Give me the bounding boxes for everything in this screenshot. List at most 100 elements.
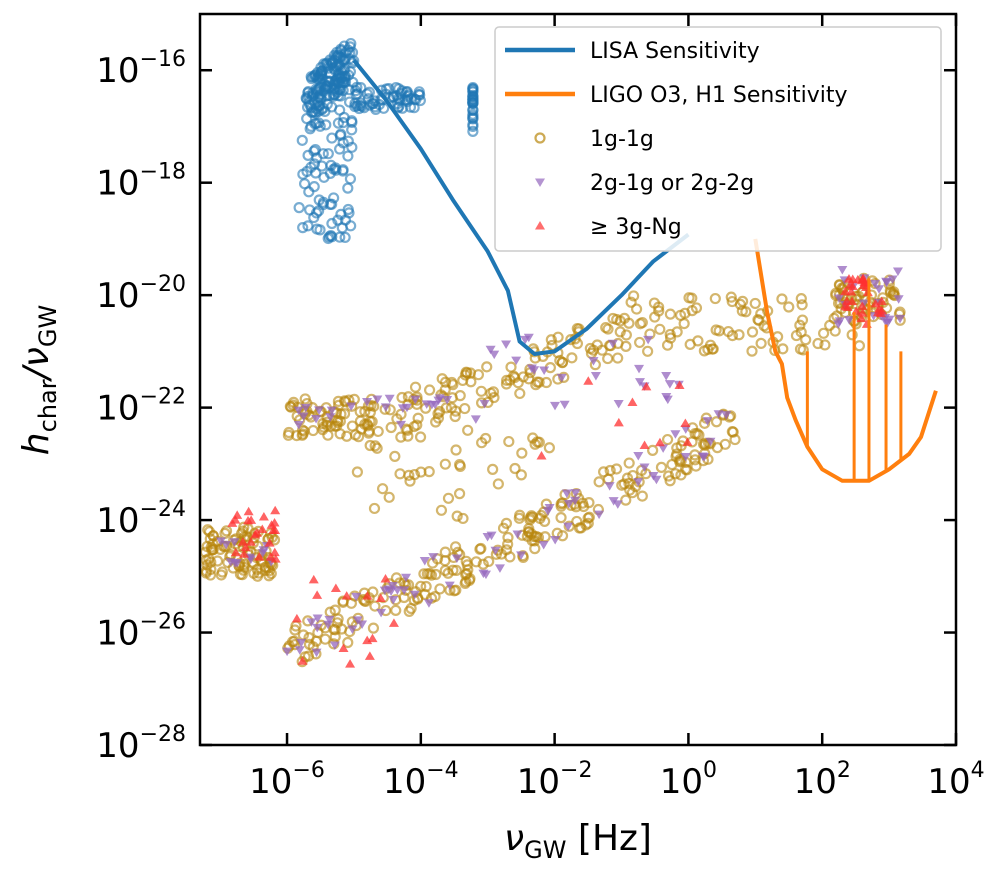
scatter-point	[482, 533, 493, 542]
scatter-point	[566, 352, 578, 364]
legend: LISA Sensitivity LIGO O3, H1 Sensitivity 1…	[494, 26, 942, 252]
scatter-point	[204, 533, 216, 545]
scatter-point	[346, 402, 357, 412]
scatter-point	[401, 403, 412, 413]
legend-marker-swatch	[535, 221, 545, 230]
scatter-point	[221, 540, 232, 550]
scatter-point	[351, 592, 362, 602]
scatter-point	[524, 514, 536, 526]
scatter-point	[408, 468, 421, 481]
scatter-point	[514, 509, 526, 521]
scatter-point	[494, 564, 505, 573]
scatter-point	[680, 452, 691, 462]
scatter-point	[776, 293, 788, 305]
scatter-point	[505, 361, 517, 373]
y-axis-label: hchar/νGW	[16, 305, 62, 455]
sensitivity-line-0	[352, 59, 690, 356]
scatter-point	[604, 464, 616, 477]
scatter-point	[293, 202, 305, 214]
scatter-point	[323, 620, 334, 630]
scatter-point	[339, 231, 351, 244]
scatter-point	[453, 488, 466, 500]
scatter-point	[287, 399, 299, 411]
scatter-point	[392, 586, 403, 595]
scatter-point	[346, 115, 358, 127]
scatter-point	[477, 558, 489, 570]
scatter-point	[514, 387, 526, 400]
scatter-point	[711, 442, 724, 454]
scatter-point	[385, 421, 397, 434]
scatter-point	[302, 650, 315, 662]
scatter-point	[269, 547, 280, 557]
scatter-point	[313, 71, 325, 83]
scatter-point	[487, 463, 499, 475]
scatter-point	[424, 568, 436, 580]
scatter-point	[630, 303, 643, 315]
scatter-point	[726, 295, 738, 308]
y-tick-label-base: 10	[96, 389, 139, 429]
scatter-point	[641, 381, 652, 391]
scatter-point	[428, 553, 439, 562]
scatter-point	[556, 356, 569, 368]
scatter-point	[467, 91, 479, 103]
scatter-point	[322, 148, 334, 160]
scatter-point	[342, 135, 354, 147]
scatter-point	[254, 552, 265, 561]
scatter-point	[467, 96, 479, 108]
scatter-point	[561, 489, 572, 498]
scatter-point	[331, 617, 343, 629]
scatter-point	[626, 487, 638, 499]
y-tick-label: 10−28	[96, 722, 186, 766]
scatter-point	[612, 352, 624, 364]
scatter-point	[670, 430, 681, 439]
scatter-point	[662, 470, 675, 482]
scatter-point	[502, 531, 514, 544]
scatter-point	[451, 510, 463, 522]
scatter-point	[571, 337, 584, 350]
scatter-point	[840, 301, 851, 310]
scatter-point	[300, 403, 311, 413]
scatter-point	[746, 326, 759, 338]
scatter-point	[311, 223, 323, 235]
y-axis-label-main: h	[16, 432, 57, 455]
scatter-point	[240, 542, 251, 552]
x-tick-label-exp: −6	[292, 758, 324, 783]
scatter-point	[481, 361, 493, 373]
scatter-point	[435, 504, 448, 516]
scatter-point	[893, 295, 904, 304]
scatter-point	[343, 84, 355, 96]
legend-box	[494, 26, 942, 252]
scatter-point	[347, 625, 358, 635]
scatter-point	[555, 512, 567, 524]
scatter-point	[325, 413, 336, 422]
scatter-point	[317, 424, 329, 436]
scatter-point	[335, 128, 347, 140]
scatter-point	[675, 469, 687, 481]
scatter-point	[308, 211, 320, 224]
scatter-point	[538, 541, 549, 550]
scatter-point	[642, 345, 654, 357]
scatter-point	[442, 396, 453, 405]
scatter-point	[376, 608, 387, 618]
scatter-point	[887, 288, 900, 300]
scatter-point	[504, 374, 516, 386]
scatter-point	[232, 510, 243, 519]
scatter-point	[563, 520, 575, 532]
y-tick-label: 10−24	[96, 497, 186, 541]
scatter-point	[616, 479, 628, 491]
x-axis-label-main: ν	[504, 818, 524, 859]
scatter-point	[434, 583, 446, 595]
x-tick-label-exp: 0	[703, 758, 717, 783]
scatter-point	[556, 373, 567, 383]
scatter-point	[664, 328, 676, 341]
y-tick-label-base: 10	[96, 51, 139, 91]
legend-label: LIGO O3, H1 Sensitivity	[590, 83, 847, 108]
scatter-point	[258, 511, 269, 521]
scatter-point	[648, 471, 659, 481]
scatter-point	[307, 424, 319, 437]
scatter-point	[550, 536, 561, 545]
legend-marker-swatch	[535, 178, 545, 187]
legend-label: LISA Sensitivity	[590, 39, 760, 64]
scatter-point	[634, 378, 645, 387]
scatter-point	[509, 462, 521, 475]
